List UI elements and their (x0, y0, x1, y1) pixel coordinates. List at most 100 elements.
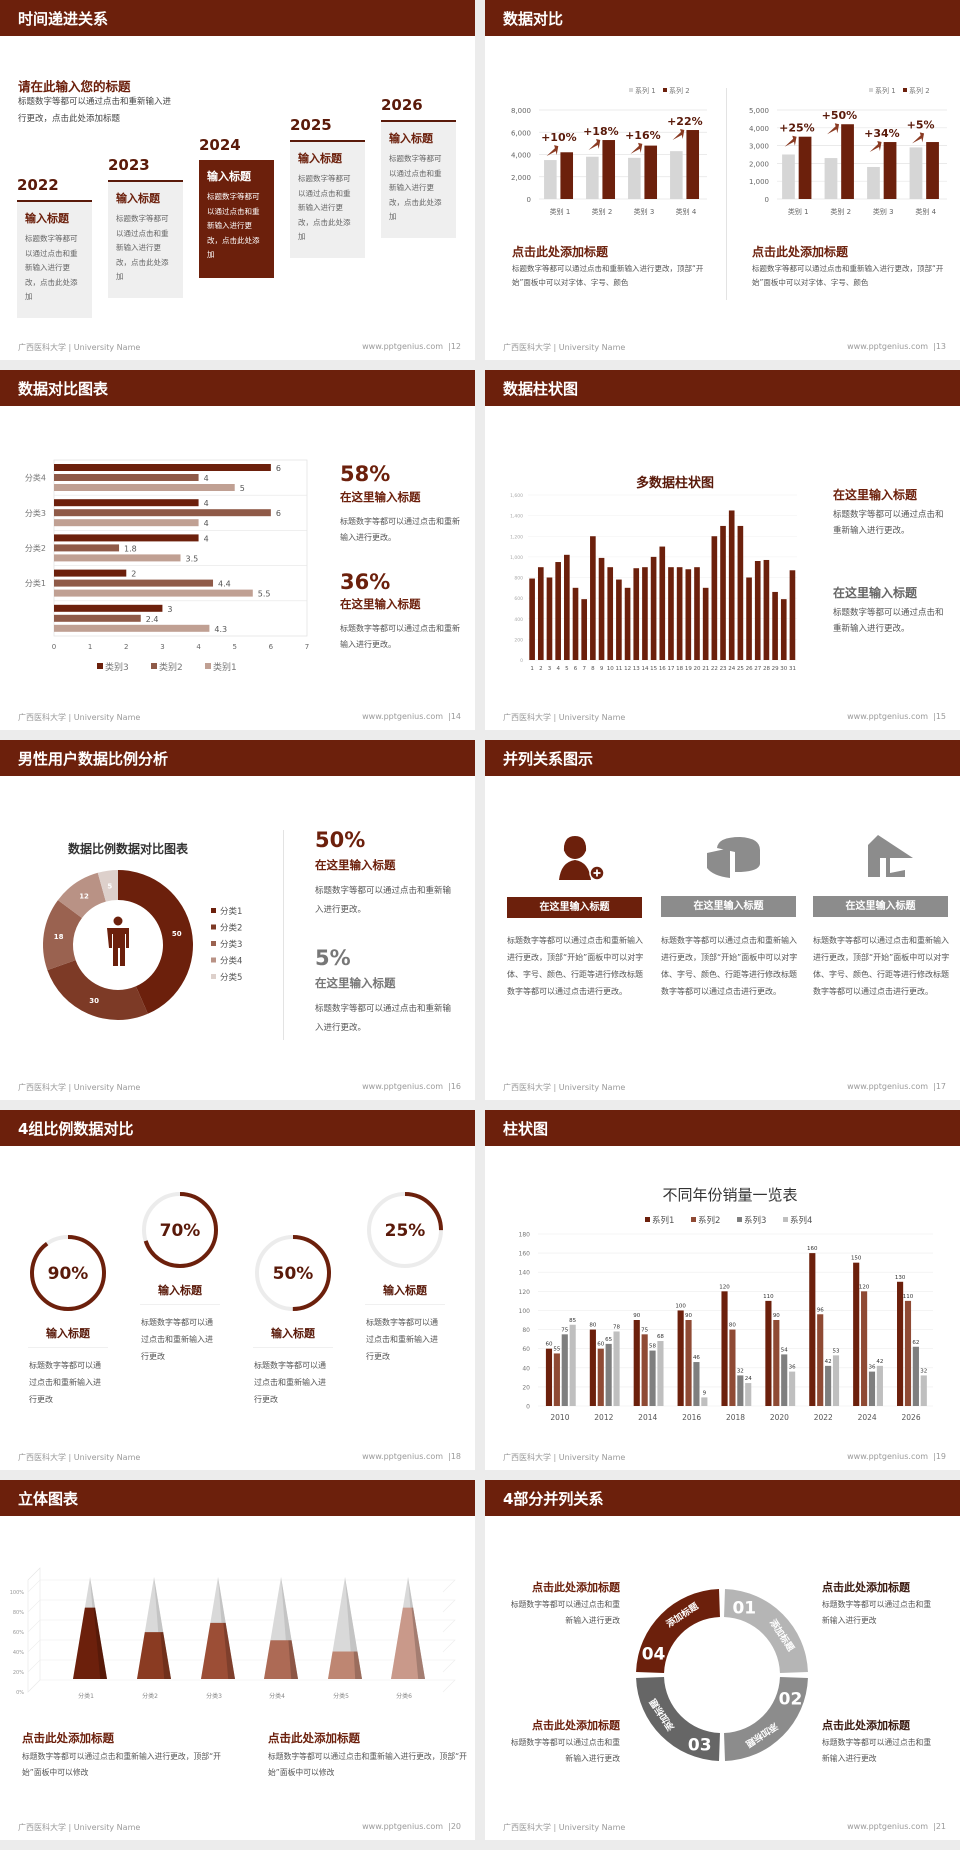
ring-progress (30, 1235, 106, 1311)
growth-annotation: +25% (779, 122, 815, 135)
growth-arrow-icon (672, 129, 685, 141)
footer-university: 广西医科大学 | University Name (503, 343, 626, 352)
bar (685, 569, 692, 660)
ring-title: 输入标题 (365, 1282, 445, 1305)
y-tick-label: 600 (514, 596, 523, 602)
x-tick-label: 11 (615, 666, 622, 672)
data-label: 90 (633, 1313, 640, 1319)
x-tick-label: 1 (530, 666, 534, 672)
item-label-button[interactable]: 在这里输入标题 (507, 897, 642, 918)
card-text: 标题数字等都可以通过点击和重新输入进行更改，点击此处添加 (25, 234, 78, 301)
y-tick-label: 分类1 (25, 578, 46, 588)
bar (809, 1253, 816, 1406)
item-label-button[interactable]: 在这里输入标题 (661, 896, 796, 917)
y-tick-label: 2,000 (511, 174, 531, 182)
cycle-segment (724, 1677, 808, 1761)
slide-19[interactable]: 柱状图 不同年份销量一览表 系列1 系列2 系列3 系列4 0 20 40 60 80 100 120… (485, 1110, 960, 1470)
ring-title: 输入标题 (28, 1325, 108, 1348)
pyramid-side-shade (93, 1607, 107, 1679)
data-label: 4 (204, 499, 209, 508)
data-label: 130 (895, 1275, 906, 1281)
slide-17[interactable]: 并列关系图示 在这里输入标题 在这里输入标题 在这里输入标题 标题数字等都可以通… (485, 740, 960, 1100)
bar (54, 464, 271, 471)
bar (876, 1365, 883, 1406)
footer-site: www.pptgenius.com (847, 342, 929, 351)
block-title: 点击此处添加标题 (532, 1719, 620, 1732)
ring-progress (367, 1192, 443, 1268)
page-number: |17 (933, 1082, 946, 1091)
bar (817, 1314, 824, 1406)
slide-13[interactable]: 数据对比 0 2,000 4,000 6,000 8,000 类别 1 +10% 类别 2 +1… (485, 0, 960, 360)
slide-title: 男性用户数据比例分析 (18, 750, 169, 768)
data-label: 54 (781, 1347, 788, 1353)
slide-18[interactable]: 4组比例数据对比 90% 70% 50% 25% 输入标题 标题数字等都可以通过点击和重… (0, 1110, 475, 1470)
slide-title: 并列关系图示 (503, 750, 594, 768)
card-text: 标题数字等都可以通过点击和重新输入进行更改，点击此处添加 (116, 214, 169, 281)
y-tick-label: 6,000 (511, 129, 531, 137)
item-label-button[interactable]: 在这里输入标题 (813, 896, 948, 917)
bar (676, 567, 683, 660)
bar (686, 130, 700, 199)
stat-value: 36% (340, 570, 391, 594)
bar (54, 604, 163, 612)
x-tick-label: 26 (746, 666, 753, 672)
legend-swatch (903, 88, 907, 92)
page-number: |19 (933, 1452, 946, 1461)
data-label: 120 (719, 1284, 730, 1290)
y-tick-label: 5,000 (749, 107, 769, 115)
x-tick-label: 30 (780, 666, 787, 672)
y-tick-label: 80 (522, 1327, 530, 1334)
x-tick-label: 21 (702, 666, 709, 672)
card-title: 输入标题 (389, 132, 433, 145)
note-text: 标题数字等都可以通过点击和重新输入进行更改。 (833, 510, 944, 536)
data-label: 9 (703, 1390, 707, 1396)
footer-university: 广西医科大学 | University Name (18, 713, 141, 722)
data-label: 58 (649, 1344, 656, 1350)
pyramid-side-shade (160, 1632, 171, 1679)
legend-swatch (629, 88, 633, 92)
y-tick-label: 0 (520, 658, 523, 664)
block-text: 标题数字等都可以通过点击和重新输入进行更改，顶部“开始”面板中可以修改 (22, 1752, 221, 1777)
pie-chart-3d-icon (707, 837, 760, 878)
cycle-segment (636, 1677, 720, 1761)
data-label: 6 (276, 509, 281, 518)
icon-row (559, 835, 913, 881)
cycle-segment (636, 1589, 720, 1673)
legend-swatch (691, 1217, 696, 1222)
slide-14[interactable]: 数据对比图表 3 2.4 4.3 2 4.4 5.5 分类1 4 1.8 3.5 分类2 4 6 4 分类3… (0, 370, 475, 730)
legend-swatch (211, 957, 216, 963)
slide-21[interactable]: 4部分并列关系 01 添加标题 02 添加标题 03 添加标题 04 添加标题 点击此处添加标… (485, 1480, 960, 1840)
x-tick-label: 7 (582, 666, 586, 672)
block-title: 点击此处添加标题 (822, 1581, 910, 1594)
bar (560, 152, 574, 199)
x-tick-label: 20 (694, 666, 701, 672)
data-label: 80 (729, 1323, 736, 1329)
slide-16[interactable]: 男性用户数据比例分析 数据比例数据对比图表 50 分类1 30 分类2 18 分类3 12 分类… (0, 740, 475, 1100)
x-tick-label: 2012 (594, 1413, 613, 1422)
chart-title: 多数据柱状图 (636, 475, 714, 491)
bar (54, 589, 253, 597)
legend-label: 类别1 (213, 661, 237, 673)
data-label: 5 (240, 484, 245, 493)
timeline-card: 输入标题 标题数字等都可以通过点击和重新输入进行更改，点击此处添加 (17, 200, 92, 318)
legend-label: 类别2 (159, 661, 183, 673)
y-tick-label: 0% (16, 1690, 24, 1696)
bar (564, 554, 570, 660)
slide-20[interactable]: 立体图表 0% 20% 40% 60% 80% 100% 分类1 分类2 分类3 分类4 分类5 分类… (0, 1480, 475, 1840)
bar (694, 567, 700, 660)
bar (868, 1371, 876, 1406)
block-title: 点击此处添加标题 (822, 1719, 910, 1732)
y-tick-label: 80% (13, 1610, 24, 1616)
data-label: 4 (204, 534, 209, 543)
segment-number: 04 (642, 1645, 666, 1665)
slide-15[interactable]: 数据柱状图 多数据柱状图 0 200 400 600 800 1,000 1,200 1,400… (485, 370, 960, 730)
data-label: 96 (817, 1307, 824, 1313)
bar (642, 567, 648, 660)
x-tick-label: 12 (624, 666, 631, 672)
slide-12[interactable]: 时间递进关系 请在此输入您的标题 标题数字等都可以通过点击和重新输入进 行更改，… (0, 0, 475, 360)
bar (54, 579, 214, 587)
pyramid-value (328, 1651, 362, 1679)
divider (283, 830, 284, 1040)
card-title: 输入标题 (116, 192, 160, 205)
x-tick-label: 19 (685, 666, 692, 672)
